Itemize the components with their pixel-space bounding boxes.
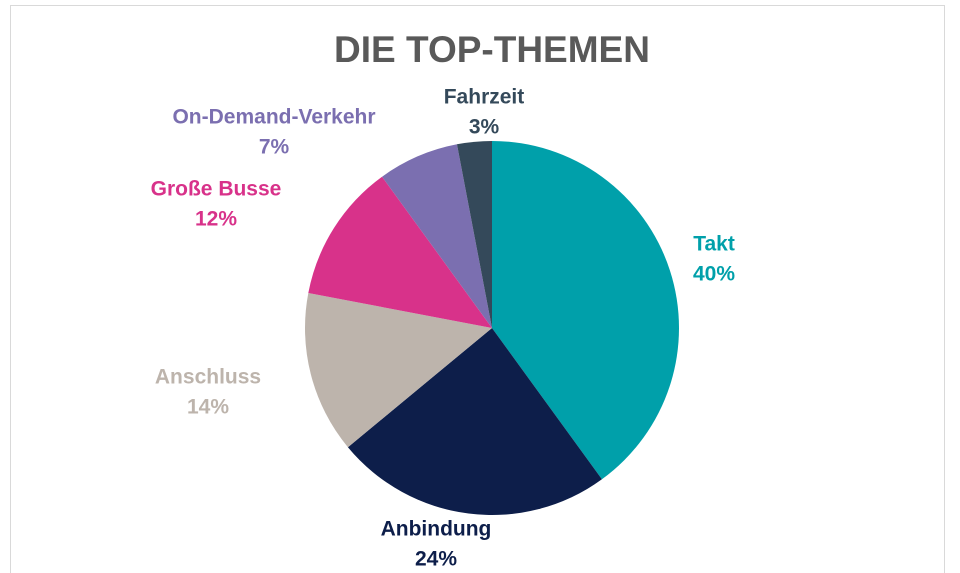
pie-slice [382, 144, 492, 328]
slice-value-label: 14% [187, 396, 229, 419]
slice-label: On-Demand-Verkehr [172, 106, 375, 129]
slice-value-label: 24% [415, 548, 457, 571]
slice-value-label: 3% [469, 116, 500, 139]
slice-label: Anbindung [381, 518, 492, 541]
slice-value-label: 40% [693, 263, 735, 286]
slice-label: Anschluss [155, 366, 261, 389]
slice-label: Fahrzeit [444, 86, 525, 109]
pie-slice [305, 292, 492, 448]
pie-slice [347, 328, 602, 515]
pie-slice [308, 176, 492, 328]
slice-value-label: 7% [259, 136, 290, 159]
slice-label: Takt [693, 233, 735, 256]
chart-title: DIE TOP-THEMEN [334, 29, 650, 70]
slice-value-label: 12% [195, 208, 237, 231]
slice-label: Große Busse [151, 178, 282, 201]
pie-slice [492, 141, 679, 480]
pie-slice [456, 141, 492, 328]
